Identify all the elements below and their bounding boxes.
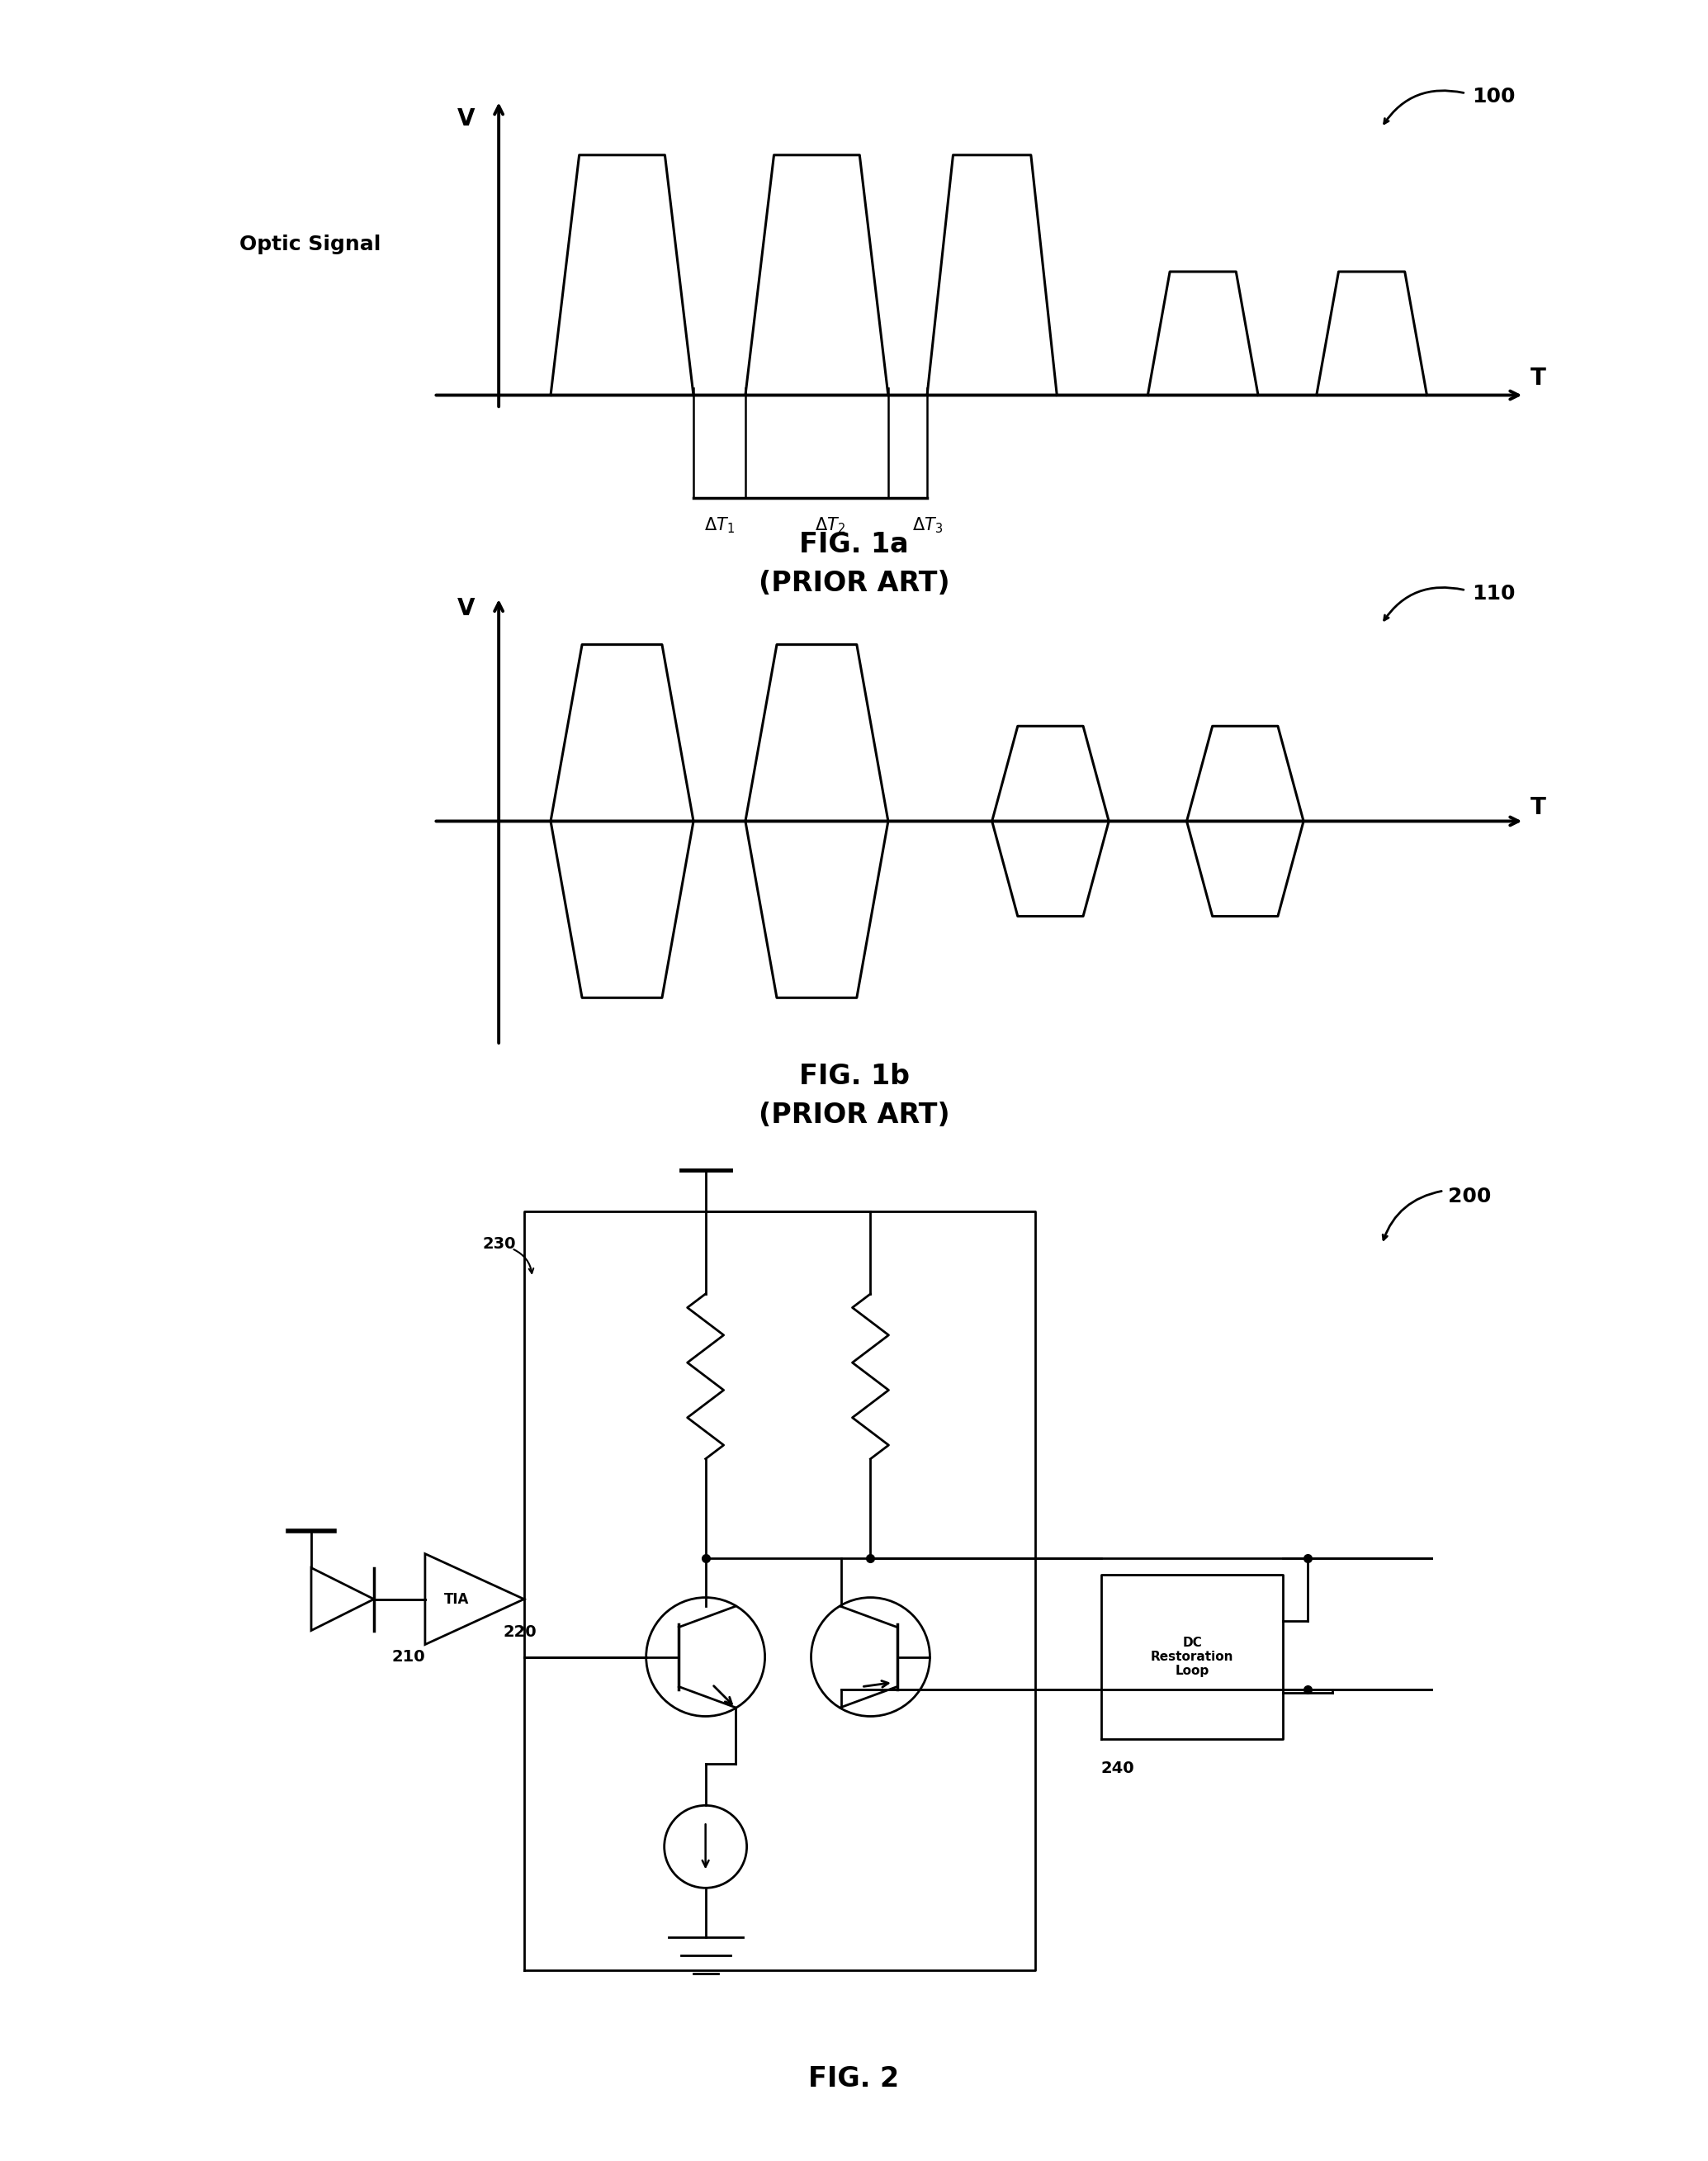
Text: FIG. 1a: FIG. 1a	[799, 532, 909, 558]
Text: T: T	[1530, 795, 1546, 819]
Text: (PRIOR ART): (PRIOR ART)	[758, 1102, 950, 1128]
Text: $\Delta T_2$: $\Delta T_2$	[815, 514, 845, 534]
Text: V: V	[458, 108, 475, 130]
Text: 220: 220	[504, 1625, 536, 1640]
Text: Optic Signal: Optic Signal	[239, 233, 381, 255]
Text: 110: 110	[1472, 583, 1515, 603]
Text: $\Delta T_3$: $\Delta T_3$	[912, 514, 943, 534]
Text: $\Delta T_1$: $\Delta T_1$	[704, 514, 734, 534]
Text: (PRIOR ART): (PRIOR ART)	[758, 571, 950, 596]
Text: TIA: TIA	[444, 1593, 470, 1606]
Text: 230: 230	[483, 1236, 516, 1251]
Text: FIG. 2: FIG. 2	[808, 2066, 900, 2092]
Text: V: V	[458, 596, 475, 620]
Text: T: T	[1530, 367, 1546, 389]
Text: 100: 100	[1472, 86, 1515, 106]
Text: 240: 240	[1102, 1761, 1134, 1776]
Text: 200: 200	[1448, 1186, 1491, 1206]
Text: 210: 210	[391, 1649, 425, 1664]
Text: FIG. 1b: FIG. 1b	[799, 1063, 909, 1089]
Text: DC
Restoration
Loop: DC Restoration Loop	[1151, 1636, 1233, 1677]
